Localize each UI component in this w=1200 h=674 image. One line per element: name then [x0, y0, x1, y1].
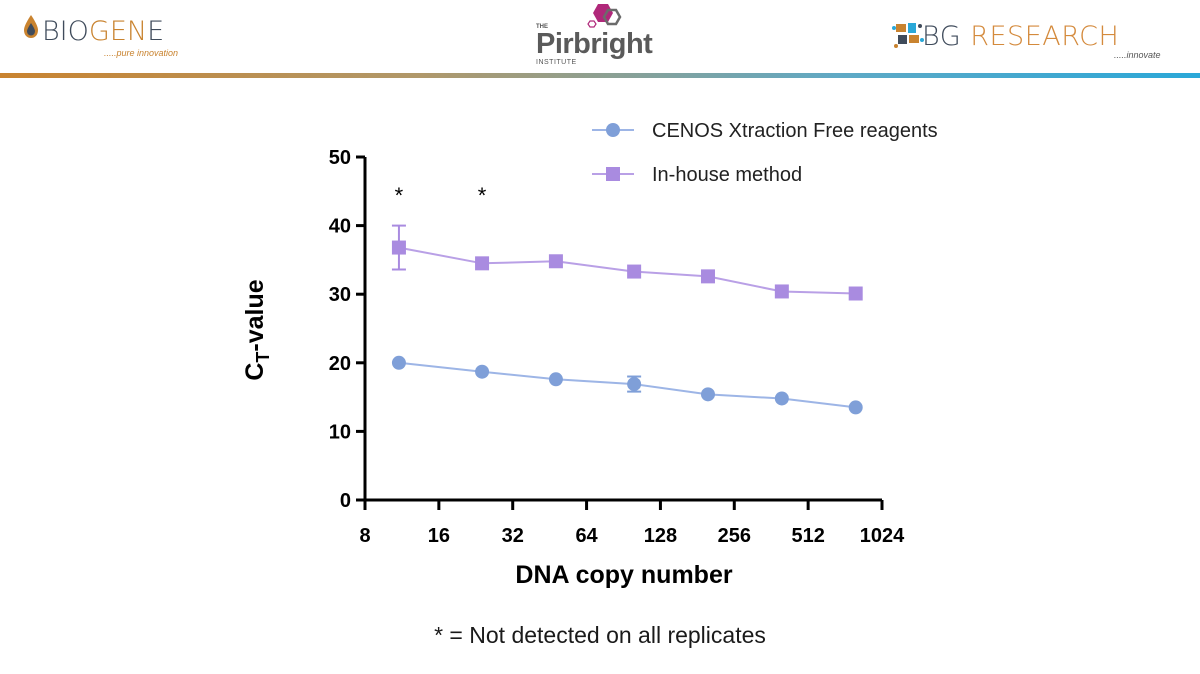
data-point-circle [700, 387, 715, 402]
data-point-circle [774, 391, 789, 406]
chart-series: * * [391, 183, 863, 415]
biogene-tagline: .....pure innovation [104, 48, 179, 58]
circuit-brain-icon [892, 23, 924, 48]
footnote: * = Not detected on all replicates [434, 622, 766, 648]
data-point-square [848, 286, 863, 301]
x-tick-label: 512 [791, 525, 824, 547]
y-tick-label: 10 [329, 421, 351, 443]
header: BIOGENE .....pure innovation THE Pirbrig… [0, 0, 1200, 78]
significance-asterisk: * [478, 183, 487, 208]
significance-asterisk: * [395, 183, 404, 208]
data-point-circle [475, 364, 490, 379]
data-point-circle [627, 377, 642, 392]
y-tick-label: 20 [329, 353, 351, 375]
data-point-square [391, 240, 406, 255]
pirbright-logo: THE Pirbright INSTITUTE [532, 2, 672, 72]
x-tick-label: 128 [644, 525, 677, 547]
data-point-circle [391, 355, 406, 370]
data-point-circle [848, 400, 863, 415]
x-tick-label: 1024 [860, 525, 905, 547]
x-tick-label: 64 [575, 525, 598, 547]
data-point-square [475, 256, 490, 271]
y-tick-label: 40 [329, 216, 351, 238]
pirbright-wordmark: Pirbright [536, 28, 653, 60]
pirbright-the: THE [536, 24, 548, 30]
bg-research-logo: BG RESEARCH .....innovate [892, 10, 1182, 66]
data-point-square [548, 254, 563, 269]
data-point-square [700, 269, 715, 284]
hexagon-icon [587, 4, 622, 28]
x-axis-title: DNA copy number [515, 561, 732, 589]
legend-label: CENOS Xtraction Free reagents [652, 120, 938, 142]
x-tick-label: 8 [359, 525, 370, 547]
legend-marker-circle [606, 123, 620, 137]
pirbright-institute: INSTITUTE [536, 59, 577, 66]
bg-research-tagline: .....innovate [1114, 50, 1161, 60]
chart-legend: CENOS Xtraction Free reagents In-house me… [592, 120, 938, 186]
header-gradient-bar [0, 73, 1200, 78]
chart-axes: 0 10 20 30 40 50 8 16 32 64 128 256 512 1024 [329, 147, 905, 547]
y-axis-title: CT-value [241, 279, 273, 380]
biogene-wordmark: BIOGENE [42, 16, 165, 47]
data-point-square [774, 284, 789, 299]
legend-label: In-house method [652, 164, 802, 186]
biogene-logo: BIOGENE .....pure innovation [22, 6, 222, 62]
bg-research-wordmark: BG RESEARCH [922, 21, 1120, 52]
water-drop-icon [24, 15, 38, 38]
y-tick-label: 0 [340, 490, 351, 512]
data-point-square [627, 264, 642, 279]
legend-marker-square [606, 167, 620, 181]
data-point-circle [548, 372, 563, 387]
x-tick-label: 16 [428, 525, 450, 547]
x-tick-label: 32 [502, 525, 524, 547]
y-tick-label: 30 [329, 284, 351, 306]
y-tick-label: 50 [329, 147, 351, 169]
x-tick-label: 256 [718, 525, 751, 547]
